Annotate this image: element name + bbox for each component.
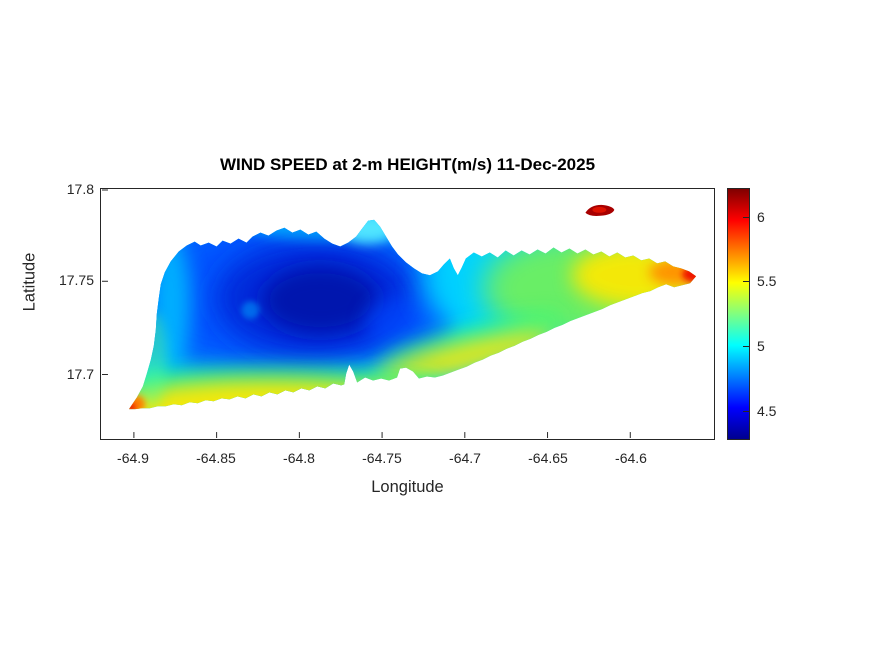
x-tick-label: -64.7 [449,450,481,466]
colorbar-tick-label: 5.5 [757,273,777,289]
y-tick-label: 17.8 [66,181,94,197]
wind-speed-contour-map [101,189,697,439]
colorbar [727,188,750,440]
x-axis-label: Longitude [371,478,444,496]
x-tick-label: -64.65 [528,450,568,466]
colorbar-tick-mark [743,411,749,412]
colorbar-tick-label: 4.5 [757,403,777,419]
colorbar-tick-mark [743,281,749,282]
plot-area [100,188,715,440]
x-tick-label: -64.9 [117,450,149,466]
colorbar-tick-mark [743,217,749,218]
colorbar-tick-label: 5 [757,338,765,354]
colorbar-tick-label: 6 [757,209,765,225]
wind-field [128,219,697,410]
x-tick-label: -64.6 [615,450,647,466]
colorbar-tick-mark [743,346,749,347]
x-tick-label: -64.75 [362,450,402,466]
chart-title: WIND SPEED at 2-m HEIGHT(m/s) 11-Dec-202… [219,155,596,174]
y-tick-label: 17.75 [58,272,94,288]
axis-tick-marks [101,189,631,439]
x-tick-label: -64.85 [196,450,236,466]
x-tick-label: -64.8 [283,450,315,466]
offshore-islet [585,204,615,216]
y-tick-label: 17.7 [66,366,94,382]
